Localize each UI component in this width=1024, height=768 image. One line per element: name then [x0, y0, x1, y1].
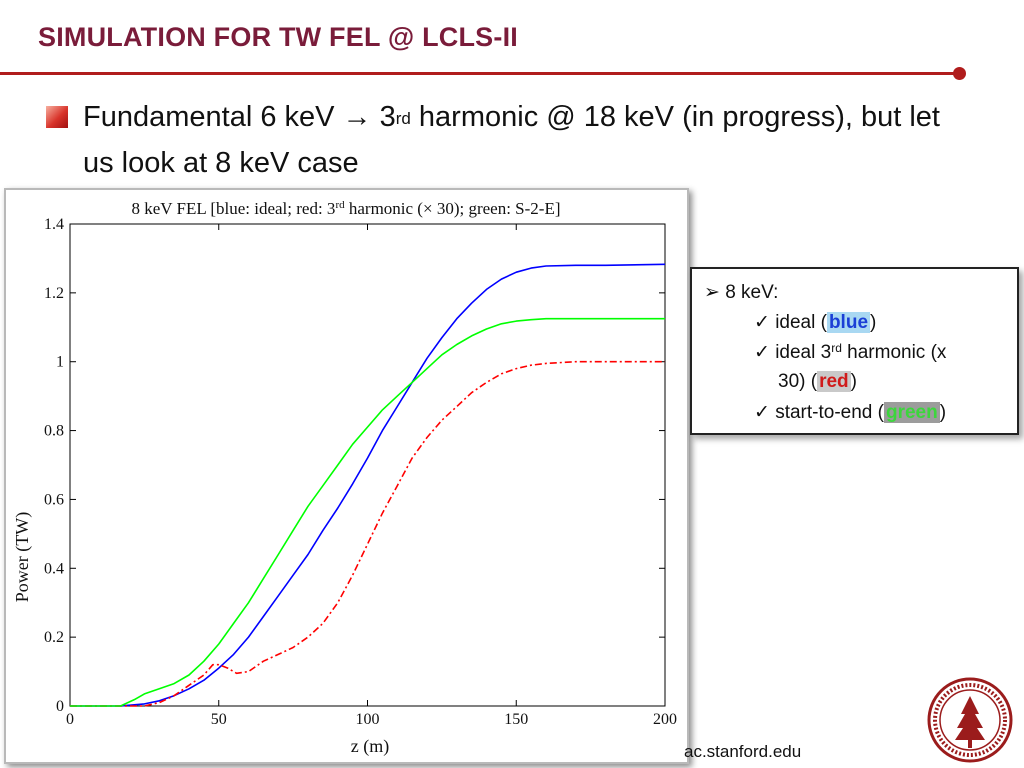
series-line-ideal [70, 263, 666, 707]
slide-title: SIMULATION FOR TW FEL @ LCLS-II [38, 22, 518, 52]
x-tick-label: 150 [504, 711, 528, 728]
keyword-blue: blue [826, 312, 871, 333]
bullet-square-icon [46, 106, 68, 128]
y-tick-label: 1.2 [44, 285, 64, 302]
footer-url: ac.stanford.edu [684, 742, 802, 761]
x-axis-label: z (m) [351, 736, 389, 757]
x-tick-label: 200 [653, 711, 677, 728]
legend-header: ➢ 8 keV: [704, 281, 778, 304]
y-tick-label: 0.4 [44, 560, 64, 577]
legend-item-s2e: ✓ start-to-end (green) [754, 402, 947, 423]
keyword-red: red [817, 371, 851, 392]
title-rule [0, 72, 958, 75]
y-tick-label: 0.2 [44, 629, 64, 646]
bullet-superscript: rd [395, 109, 411, 128]
legend-box: ➢ 8 keV: ✓ ideal (blue) ✓ ideal 3rd harm… [690, 267, 1019, 435]
x-tick-label: 100 [356, 711, 380, 728]
legend-header-label: 8 keV: [725, 282, 779, 303]
y-tick-label: 0 [56, 698, 64, 715]
power-chart: 8 keV FEL [blue: ideal; red: 3rd harmoni… [12, 199, 677, 757]
keyword-green: green [883, 402, 940, 423]
chart-title: 8 keV FEL [blue: ideal; red: 3rd harmoni… [131, 199, 560, 218]
series-line-s2e [70, 317, 665, 707]
right-arrow-icon: → [342, 101, 372, 133]
y-tick-label: 0.8 [44, 423, 64, 440]
legend-item-harmonic-cont: 30) (red) [778, 371, 857, 392]
main-bullet: Fundamental 6 keV → 3rd harmonic @ 18 ke… [83, 94, 963, 186]
legend-item-ideal: ✓ ideal (blue) [754, 312, 877, 333]
y-axis-label: Power (TW) [12, 512, 33, 602]
checkmark-icon: ✓ [754, 402, 770, 423]
bullet-text-part3: harmonic @ 18 keV (in progress), but let… [83, 101, 940, 179]
series-line-harmonic [70, 360, 665, 707]
x-tick-label: 0 [66, 711, 74, 728]
y-tick-label: 1.4 [44, 216, 64, 233]
bullet-text-part1: Fundamental 6 keV [83, 101, 343, 133]
checkmark-icon: ✓ [754, 342, 770, 363]
title-rule-dot [953, 67, 966, 80]
arrow-bullet-icon: ➢ [704, 282, 720, 303]
chart-figure: 8 keV FEL [blue: ideal; red: 3rd harmoni… [4, 188, 689, 764]
x-tick-label: 50 [211, 711, 227, 728]
y-tick-label: 1 [56, 354, 64, 371]
y-tick-label: 0.6 [44, 491, 64, 508]
bullet-text-part2: 3 [371, 101, 396, 133]
stanford-seal-icon [927, 677, 1013, 763]
checkmark-icon: ✓ [754, 312, 770, 333]
plot-area-frame [69, 223, 666, 707]
legend-item-harmonic: ✓ ideal 3rd harmonic (x [754, 341, 947, 363]
